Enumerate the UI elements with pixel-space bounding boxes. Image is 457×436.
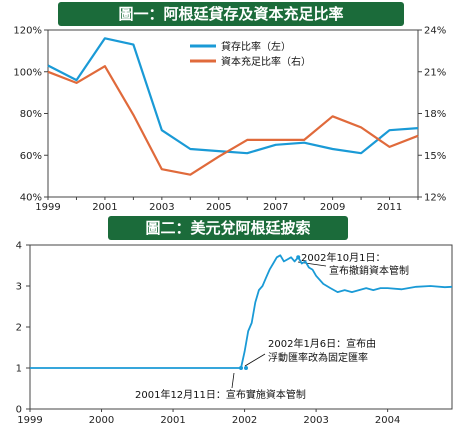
y-right-tick-label: 24% [424,26,446,37]
chart-1-title: 圖一：阿根廷貸存及資本充足比率 [118,5,343,23]
y-left-tick-label: 100% [13,67,42,78]
chart-2-annotations: 2002年10月1日： 宣布撤銷資本管制 2002年1月6日：宣布由 浮動匯率改… [135,251,409,401]
series-line-capital-adequacy-ratio [47,65,419,176]
annotation-2002-01-06-line1: 2002年1月6日：宣布由 [268,337,376,350]
chart-2-title: 圖二：美元兌阿根廷披索 [145,219,310,237]
y-tick-label: 3 [16,282,22,293]
annotation-2001-12-11-text: 2001年12月11日：宣布實施資本管制 [135,388,306,401]
annotation-anchor-point [296,255,301,260]
annotation-2002-10-01-date: 2002年10月1日： [301,251,386,264]
chart-2-title-bar [108,216,348,240]
annotation-2002-01-06-line2: 浮動匯率改為固定匯率 [268,351,368,364]
chart-1-legend: 貸存比率（左） 資本充足比率（右） [190,40,311,68]
y-tick-label: 2 [16,323,22,334]
annotation-2001-12-11-pointer [231,372,235,389]
chart-1-loan-deposit-capital-ratio: 圖一：阿根廷貸存及資本充足比率 貸存比率（左） 資本充足比率（右） 40% 60%… [13,2,446,213]
series-line-loan-deposit-ratio [47,37,419,155]
legend-label-capital-ratio: 資本充足比率（右） [221,55,311,68]
x-tick-label: 1999 [17,415,42,426]
x-tick-label: 2007 [263,202,288,213]
annotation-anchor-point [239,366,243,370]
y-left-tick-label: 60% [20,151,42,162]
y-left-tick-label: 40% [20,193,42,204]
annotation-2002-01-06-pointer [244,353,266,367]
x-tick-label: 2003 [149,202,174,213]
y-right-tick-label: 18% [424,109,446,120]
y-left-tick-label: 120% [13,26,42,37]
chart-1-plot-area [47,29,419,198]
x-tick-label: 2004 [375,415,400,426]
x-tick-label: 2001 [160,415,185,426]
annotation-anchor-point [244,366,249,370]
x-tick-label: 2002 [232,415,257,426]
y-tick-label: 1 [16,364,22,375]
x-tick-label: 2003 [303,415,328,426]
y-right-tick-label: 12% [424,193,446,204]
chart-1-title-bar [58,2,404,26]
y-left-tick-label: 80% [20,109,42,120]
chart-2-usd-ars-exchange-rate: 圖二：美元兌阿根廷披索 2002年10月1日： 宣布撤銷資本管制 2002年1月… [16,216,453,426]
y-right-tick-label: 15% [424,151,446,162]
x-tick-label: 2011 [377,202,402,213]
x-tick-label: 2009 [320,202,345,213]
annotation-2002-10-01-text: 宣布撤銷資本管制 [329,264,409,277]
series-line-usd-ars-rate [30,254,453,369]
x-tick-label: 1999 [35,202,60,213]
y-tick-label: 4 [16,241,22,252]
x-tick-label: 2001 [92,202,117,213]
x-tick-label: 2000 [89,415,114,426]
legend-label-loan-deposit-ratio: 貸存比率（左） [221,40,291,53]
x-tick-label: 2005 [206,202,231,213]
y-tick-label: 0 [16,405,22,416]
y-right-tick-label: 21% [424,67,446,78]
